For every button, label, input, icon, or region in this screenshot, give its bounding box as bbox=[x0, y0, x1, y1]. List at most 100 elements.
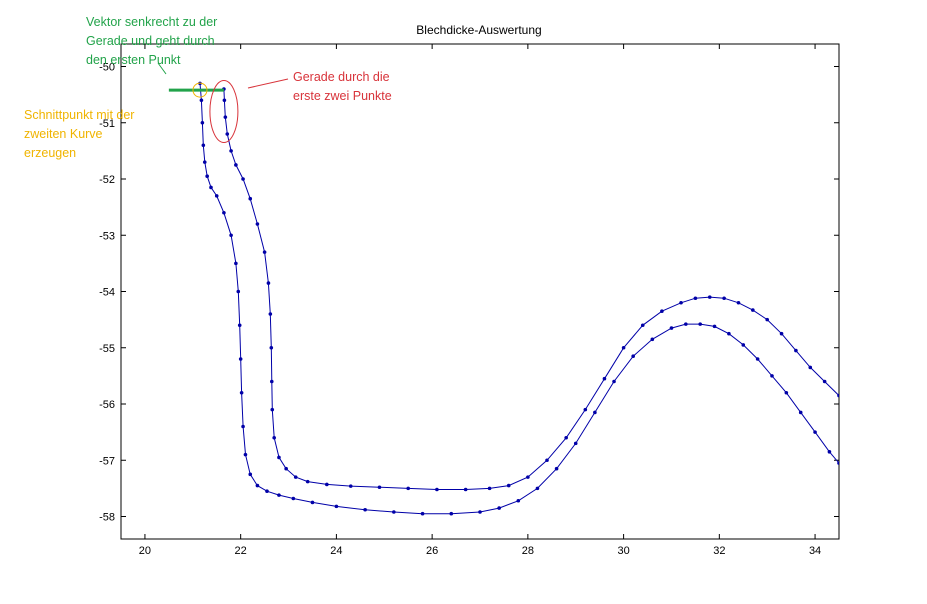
data-point bbox=[237, 323, 242, 328]
data-point bbox=[277, 455, 281, 460]
x-tick-label: 34 bbox=[809, 545, 821, 557]
x-tick-label: 32 bbox=[713, 545, 725, 557]
data-point bbox=[229, 149, 233, 153]
data-point bbox=[243, 452, 248, 457]
data-point bbox=[269, 345, 274, 350]
axis-ticks: 20 22 24 26 28 30 32 34 -50 -51 -52 -53 -54 -55 -56 -57… bbox=[99, 44, 839, 557]
data-point bbox=[199, 98, 204, 103]
data-point bbox=[272, 435, 276, 440]
data-point bbox=[545, 458, 549, 463]
data-point bbox=[238, 357, 243, 361]
data-point bbox=[265, 489, 269, 493]
data-point bbox=[798, 410, 803, 415]
data-point bbox=[406, 486, 411, 491]
first-points-ellipse bbox=[209, 80, 239, 143]
data-point bbox=[794, 348, 798, 353]
data-point bbox=[234, 163, 238, 167]
annotation-green-line-2: Gerade und geht durch bbox=[86, 34, 215, 48]
data-point bbox=[363, 507, 367, 512]
data-point bbox=[684, 322, 688, 326]
data-point bbox=[784, 390, 789, 395]
data-point bbox=[712, 324, 717, 329]
data-point bbox=[270, 407, 275, 412]
data-point bbox=[225, 132, 230, 136]
annotation-red: Gerade durch die erste zwei Punkte bbox=[293, 68, 392, 106]
x-tick-label: 28 bbox=[522, 545, 534, 557]
data-point bbox=[435, 487, 439, 492]
data-point bbox=[222, 210, 226, 215]
y-tick-label: -57 bbox=[99, 455, 115, 467]
data-point bbox=[248, 472, 253, 477]
data-point bbox=[284, 466, 288, 471]
data-point bbox=[808, 365, 813, 370]
data-point bbox=[222, 98, 227, 103]
data-point bbox=[755, 357, 760, 361]
data-point bbox=[214, 194, 219, 198]
y-tick-label: -50 bbox=[99, 62, 115, 74]
data-point bbox=[325, 482, 329, 487]
data-point bbox=[650, 337, 655, 342]
green-leader-line bbox=[157, 62, 167, 75]
data-point bbox=[268, 312, 273, 316]
data-point bbox=[669, 326, 674, 330]
annotation-layer bbox=[157, 62, 289, 143]
data-point bbox=[679, 300, 683, 305]
annotation-yellow-line-1: Schnittpunkt mit der bbox=[24, 108, 135, 122]
data-point bbox=[736, 300, 741, 305]
annotation-yellow-line-3: erzeugen bbox=[24, 146, 77, 160]
data-point bbox=[640, 323, 645, 328]
data-point bbox=[827, 450, 832, 454]
intersection-marker bbox=[192, 82, 208, 98]
data-point bbox=[837, 461, 839, 465]
data-point bbox=[478, 510, 482, 514]
data-point bbox=[449, 511, 454, 516]
red-leader-line bbox=[247, 78, 289, 89]
data-point bbox=[813, 430, 817, 434]
data-point bbox=[266, 281, 271, 285]
data-point bbox=[293, 475, 298, 479]
data-point bbox=[554, 466, 559, 471]
data-point bbox=[201, 143, 206, 148]
y-tick-label: -55 bbox=[99, 343, 115, 355]
data-point bbox=[516, 498, 521, 503]
series-layer bbox=[198, 81, 839, 516]
data-point bbox=[526, 475, 530, 479]
data-point bbox=[377, 485, 382, 490]
data-point bbox=[239, 390, 244, 395]
annotation-red-line-1: Gerade durch die bbox=[293, 70, 390, 84]
annotation-green: Vektor senkrecht zu der Gerade und geht … bbox=[86, 13, 217, 70]
y-tick-label: -52 bbox=[99, 174, 115, 186]
data-point bbox=[770, 374, 774, 378]
series-line-2 bbox=[223, 88, 839, 490]
data-point bbox=[269, 379, 274, 384]
data-point bbox=[229, 233, 233, 238]
x-tick-label: 22 bbox=[235, 545, 247, 557]
x-tick-label: 20 bbox=[139, 545, 151, 557]
y-tick-label: -56 bbox=[99, 399, 115, 411]
data-point bbox=[698, 322, 702, 326]
data-point bbox=[564, 435, 568, 440]
data-point bbox=[248, 196, 253, 201]
annotation-yellow-line-2: zweiten Kurve bbox=[24, 127, 103, 141]
annotation-green-line-3: den ersten Punkt bbox=[86, 53, 181, 67]
data-point bbox=[722, 296, 726, 301]
data-point bbox=[255, 483, 260, 488]
data-point bbox=[631, 354, 635, 358]
chart-title: Blechdicke-Auswertung bbox=[416, 23, 541, 37]
data-point bbox=[223, 115, 228, 119]
data-point bbox=[506, 483, 511, 488]
data-point bbox=[392, 510, 396, 514]
y-tick-label: -54 bbox=[99, 287, 115, 299]
data-point bbox=[241, 424, 245, 429]
data-point bbox=[741, 343, 746, 347]
data-point bbox=[487, 486, 492, 491]
plot-frame bbox=[120, 43, 840, 540]
data-point bbox=[602, 376, 607, 381]
data-point bbox=[822, 379, 827, 384]
x-tick-label: 26 bbox=[426, 545, 438, 557]
y-tick-label: -58 bbox=[99, 512, 115, 524]
data-point bbox=[277, 493, 281, 497]
data-point bbox=[334, 504, 339, 509]
data-point bbox=[573, 441, 578, 446]
